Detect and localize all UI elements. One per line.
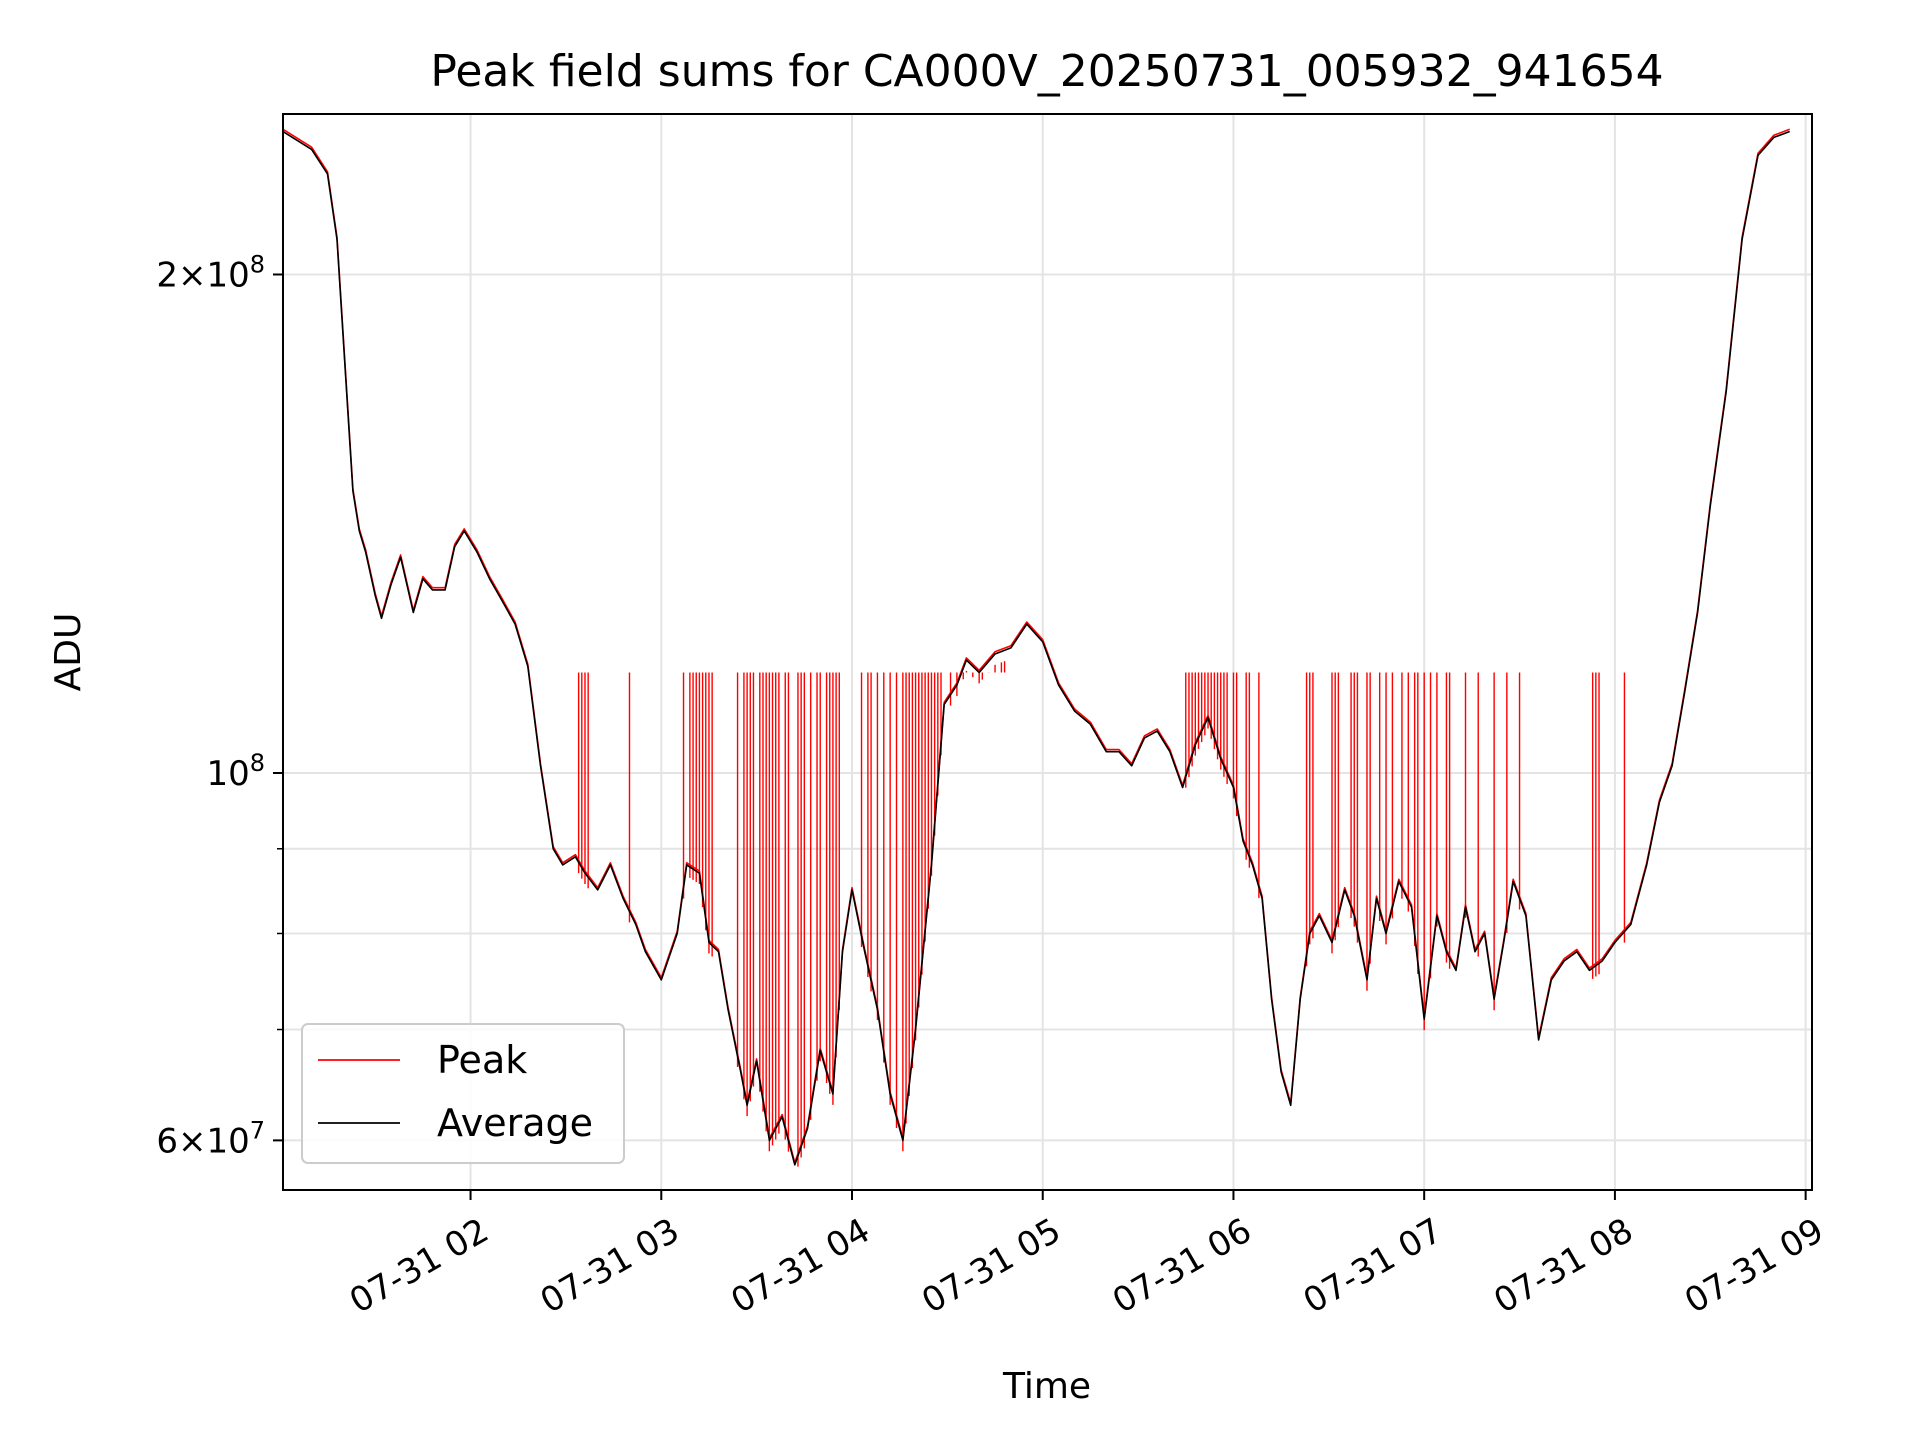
y-tick-label: 6×107 (156, 1116, 265, 1161)
y-axis-label: ADU (48, 613, 89, 692)
plot-frame (282, 113, 1813, 1191)
x-axis-label: Time (1002, 1366, 1091, 1407)
y-tick-label: 2×108 (156, 250, 265, 295)
y-axis: 6×107 108 2×108 (156, 250, 283, 1161)
average-line (283, 130, 1790, 1166)
legend-box (301, 1023, 625, 1164)
chart-title: Peak field sums for CA000V_20250731_0059… (430, 46, 1663, 97)
plot-area (283, 128, 1790, 1167)
legend: Peak Average (301, 1023, 625, 1164)
legend-label: Average (437, 1101, 593, 1145)
y-tick-label: 108 (206, 749, 265, 794)
legend-label: Peak (437, 1038, 527, 1082)
